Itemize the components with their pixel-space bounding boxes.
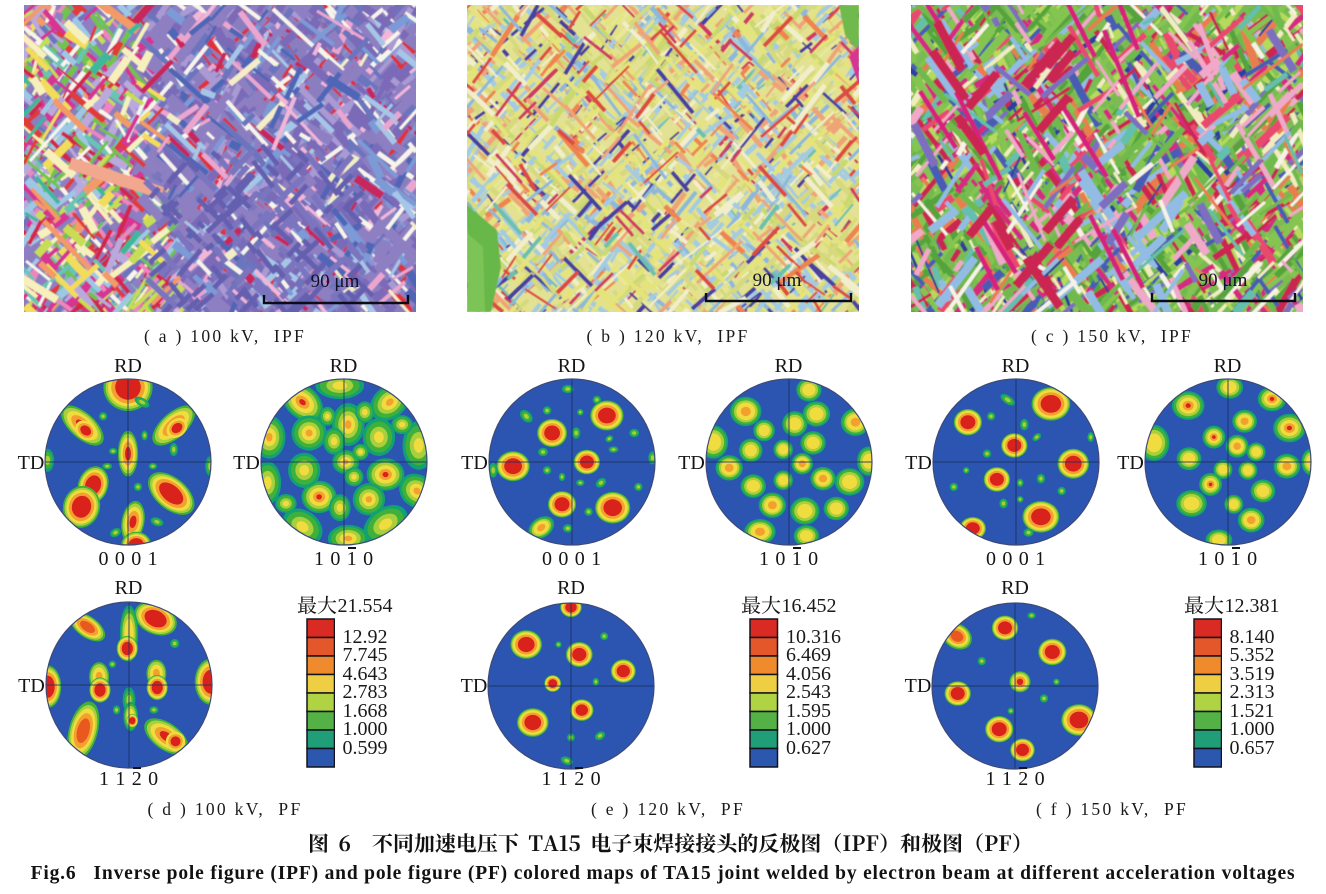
svg-text:21.554: 21.554 xyxy=(338,595,393,617)
svg-text:16.452: 16.452 xyxy=(781,595,836,617)
svg-text:12.381: 12.381 xyxy=(1225,595,1280,617)
